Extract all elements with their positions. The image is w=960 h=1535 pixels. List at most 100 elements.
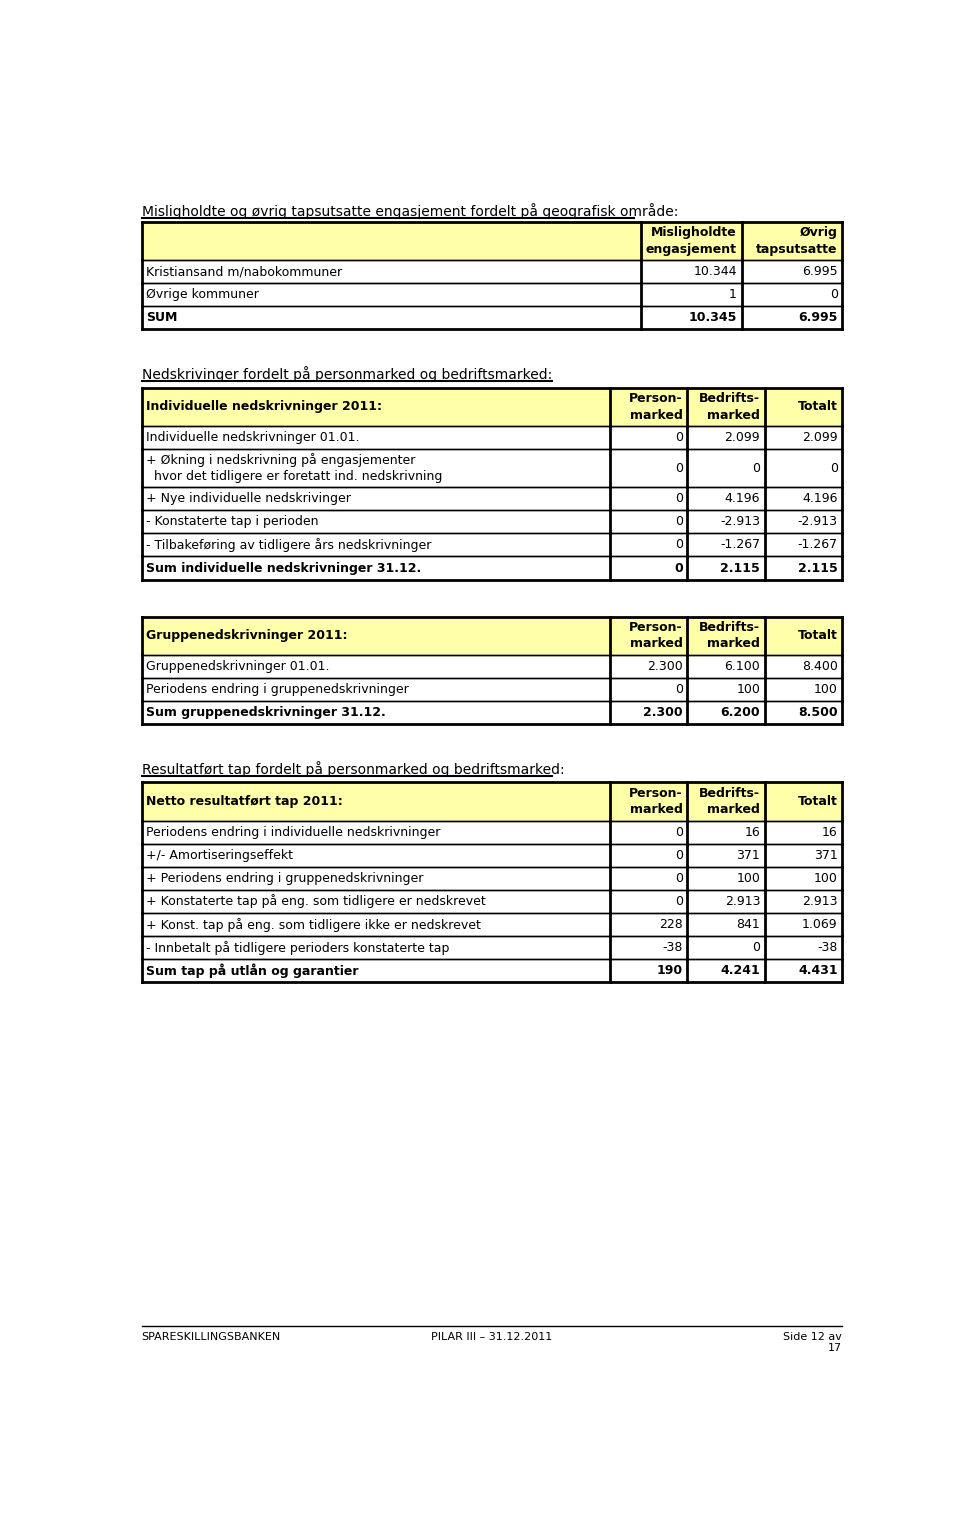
Text: Periodens endring i gruppenedskrivninger: Periodens endring i gruppenedskrivninger bbox=[146, 683, 409, 695]
Text: 10.344: 10.344 bbox=[693, 266, 737, 278]
Text: - Innbetalt på tidligere perioders konstaterte tap: - Innbetalt på tidligere perioders konst… bbox=[146, 941, 449, 955]
Text: 2.913: 2.913 bbox=[803, 895, 838, 909]
Bar bbox=[142, 890, 842, 913]
Text: Individuelle nedskrivninger 2011:: Individuelle nedskrivninger 2011: bbox=[146, 401, 382, 413]
Text: hvor det tidligere er foretatt ind. nedskrivning: hvor det tidligere er foretatt ind. neds… bbox=[146, 470, 443, 484]
Text: 100: 100 bbox=[814, 872, 838, 884]
Text: 2.300: 2.300 bbox=[643, 706, 683, 718]
Bar bbox=[142, 959, 842, 982]
Bar bbox=[142, 223, 842, 259]
Bar bbox=[142, 701, 842, 725]
Text: Misligholdte og øvrig tapsutsatte engasjement fordelt på geografisk område:: Misligholdte og øvrig tapsutsatte engasj… bbox=[142, 204, 678, 220]
Bar bbox=[142, 678, 842, 701]
Text: 100: 100 bbox=[814, 683, 838, 695]
Text: 0: 0 bbox=[752, 941, 760, 955]
Text: Sum individuelle nedskrivninger 31.12.: Sum individuelle nedskrivninger 31.12. bbox=[146, 562, 421, 574]
Text: 8.400: 8.400 bbox=[802, 660, 838, 672]
Text: 0: 0 bbox=[674, 562, 683, 574]
Text: Gruppenedskrivninger 2011:: Gruppenedskrivninger 2011: bbox=[146, 629, 348, 642]
Text: 0: 0 bbox=[675, 431, 683, 444]
Text: 6.100: 6.100 bbox=[725, 660, 760, 672]
Text: 0: 0 bbox=[675, 826, 683, 838]
Bar bbox=[142, 557, 842, 580]
Text: 6.995: 6.995 bbox=[799, 312, 838, 324]
Text: 0: 0 bbox=[829, 289, 838, 301]
Text: Totalt: Totalt bbox=[798, 795, 838, 807]
Text: marked: marked bbox=[630, 803, 683, 817]
Text: engasjement: engasjement bbox=[646, 243, 737, 256]
Text: 17: 17 bbox=[828, 1343, 842, 1352]
Text: Totalt: Totalt bbox=[798, 629, 838, 642]
Text: Bedrifts-: Bedrifts- bbox=[699, 787, 760, 800]
Text: 2.115: 2.115 bbox=[720, 562, 760, 574]
Bar bbox=[142, 783, 842, 821]
Text: Individuelle nedskrivninger 01.01.: Individuelle nedskrivninger 01.01. bbox=[146, 431, 360, 444]
Text: 2.300: 2.300 bbox=[647, 660, 683, 672]
Bar bbox=[142, 427, 842, 450]
Text: 0: 0 bbox=[675, 539, 683, 551]
Text: 2.099: 2.099 bbox=[725, 431, 760, 444]
Text: 371: 371 bbox=[814, 849, 838, 861]
Text: 16: 16 bbox=[744, 826, 760, 838]
Text: - Tilbakeføring av tidligere års nedskrivninger: - Tilbakeføring av tidligere års nedskri… bbox=[146, 537, 432, 553]
Text: 2.115: 2.115 bbox=[798, 562, 838, 574]
Text: 0: 0 bbox=[675, 683, 683, 695]
Text: 4.241: 4.241 bbox=[720, 964, 760, 978]
Text: 1: 1 bbox=[729, 289, 737, 301]
Text: + Konst. tap på eng. som tidligere ikke er nedskrevet: + Konst. tap på eng. som tidligere ikke … bbox=[146, 918, 481, 932]
Bar bbox=[142, 282, 842, 307]
Text: Person-: Person- bbox=[629, 787, 683, 800]
Text: - Konstaterte tap i perioden: - Konstaterte tap i perioden bbox=[146, 516, 319, 528]
Text: Side 12 av: Side 12 av bbox=[783, 1332, 842, 1342]
Bar bbox=[142, 307, 842, 330]
Text: Sum gruppenedskrivninger 31.12.: Sum gruppenedskrivninger 31.12. bbox=[146, 706, 386, 718]
Text: Misligholdte: Misligholdte bbox=[651, 226, 737, 239]
Text: Person-: Person- bbox=[629, 620, 683, 634]
Bar bbox=[142, 867, 842, 890]
Text: SPARESKILLINGSBANKEN: SPARESKILLINGSBANKEN bbox=[142, 1332, 281, 1342]
Text: marked: marked bbox=[630, 637, 683, 651]
Bar bbox=[142, 821, 842, 844]
Text: 4.196: 4.196 bbox=[803, 493, 838, 505]
Text: 100: 100 bbox=[736, 872, 760, 884]
Bar bbox=[142, 654, 842, 678]
Text: 0: 0 bbox=[675, 493, 683, 505]
Bar bbox=[142, 450, 842, 487]
Text: Nedskrivinger fordelt på personmarked og bedriftsmarked:: Nedskrivinger fordelt på personmarked og… bbox=[142, 367, 552, 382]
Text: 228: 228 bbox=[659, 918, 683, 932]
Text: 2.913: 2.913 bbox=[725, 895, 760, 909]
Text: 371: 371 bbox=[736, 849, 760, 861]
Text: Kristiansand m/nabokommuner: Kristiansand m/nabokommuner bbox=[146, 266, 343, 278]
Text: Gruppenedskrivninger 01.01.: Gruppenedskrivninger 01.01. bbox=[146, 660, 330, 672]
Text: 16: 16 bbox=[822, 826, 838, 838]
Text: 0: 0 bbox=[675, 516, 683, 528]
Text: -1.267: -1.267 bbox=[798, 539, 838, 551]
Text: Bedrifts-: Bedrifts- bbox=[699, 391, 760, 405]
Text: marked: marked bbox=[708, 408, 760, 422]
Bar bbox=[142, 510, 842, 533]
Text: +/- Amortiseringseffekt: +/- Amortiseringseffekt bbox=[146, 849, 294, 861]
Text: -2.913: -2.913 bbox=[798, 516, 838, 528]
Text: 6.995: 6.995 bbox=[802, 266, 838, 278]
Bar bbox=[142, 259, 842, 282]
Text: SUM: SUM bbox=[146, 312, 178, 324]
Text: PILAR III – 31.12.2011: PILAR III – 31.12.2011 bbox=[431, 1332, 553, 1342]
Text: marked: marked bbox=[630, 408, 683, 422]
Bar bbox=[142, 533, 842, 557]
Text: 2.099: 2.099 bbox=[802, 431, 838, 444]
Text: tapsutsatte: tapsutsatte bbox=[756, 243, 838, 256]
Text: 841: 841 bbox=[736, 918, 760, 932]
Bar bbox=[142, 936, 842, 959]
Text: + Konstaterte tap på eng. som tidligere er nedskrevet: + Konstaterte tap på eng. som tidligere … bbox=[146, 895, 486, 909]
Text: marked: marked bbox=[708, 637, 760, 651]
Text: 190: 190 bbox=[657, 964, 683, 978]
Text: 10.345: 10.345 bbox=[688, 312, 737, 324]
Text: Totalt: Totalt bbox=[798, 401, 838, 413]
Text: marked: marked bbox=[708, 803, 760, 817]
Text: -2.913: -2.913 bbox=[720, 516, 760, 528]
Text: 4.431: 4.431 bbox=[798, 964, 838, 978]
Text: Øvrige kommuner: Øvrige kommuner bbox=[146, 289, 259, 301]
Text: Netto resultatført tap 2011:: Netto resultatført tap 2011: bbox=[146, 795, 343, 807]
Text: 1.069: 1.069 bbox=[802, 918, 838, 932]
Text: 0: 0 bbox=[675, 849, 683, 861]
